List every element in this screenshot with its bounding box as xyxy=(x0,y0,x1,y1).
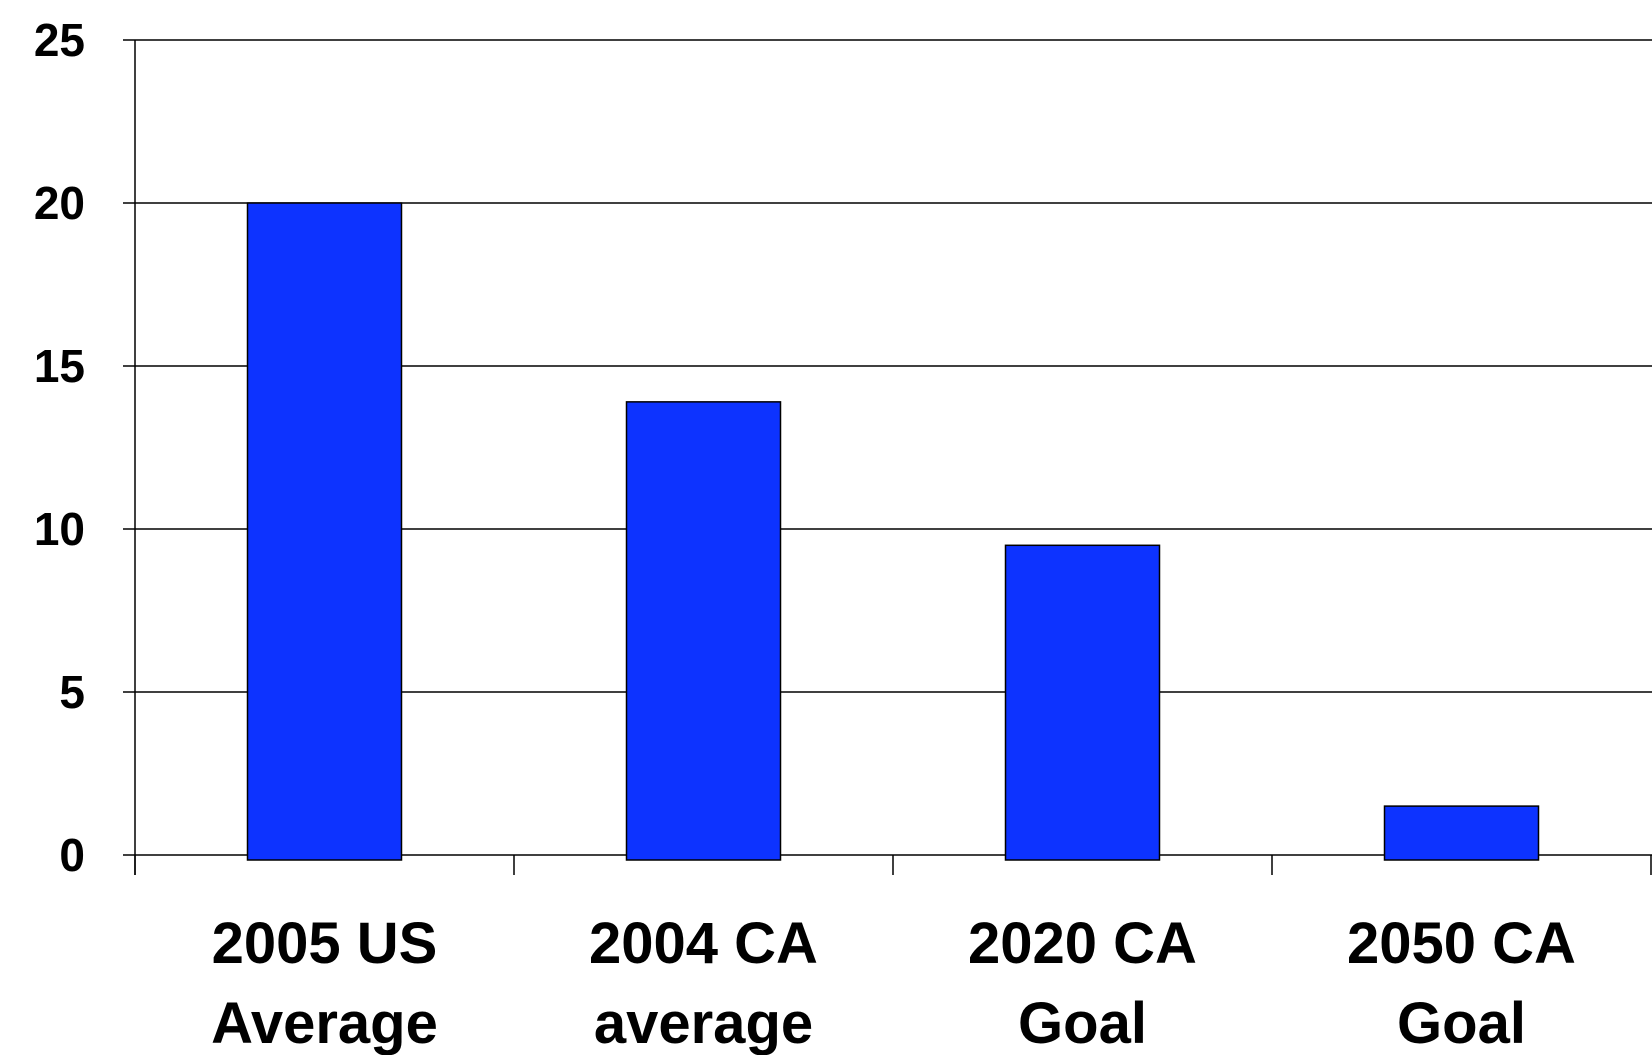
y-tick-label: 0 xyxy=(59,829,85,881)
y-tick-label: 10 xyxy=(34,503,85,555)
bar xyxy=(625,401,782,861)
x-category-label-line: 2020 CA xyxy=(968,911,1197,976)
bar xyxy=(1004,544,1161,861)
y-tick-label: 25 xyxy=(34,14,85,66)
axes xyxy=(134,40,1652,875)
x-category-label-line: Goal xyxy=(1018,991,1147,1055)
x-category-label-line: Goal xyxy=(1397,991,1526,1055)
y-tick-label: 15 xyxy=(34,340,85,392)
x-category-label: 2004 CA average xyxy=(589,911,818,1055)
x-category-label-line: average xyxy=(594,991,813,1055)
x-category-label-line: 2050 CA xyxy=(1347,911,1576,976)
y-tick-label: 5 xyxy=(59,666,85,718)
x-category-label: 2020 CA Goal xyxy=(968,911,1197,1055)
x-category-label-line: 2005 US xyxy=(212,911,438,976)
bar xyxy=(1383,805,1540,861)
y-tick-labels: 0 5 10 15 20 25 xyxy=(34,14,85,881)
x-category-label-line: 2004 CA xyxy=(589,911,818,976)
y-tick-label: 20 xyxy=(34,177,85,229)
x-category-label: 2005 US Average xyxy=(211,911,438,1055)
x-category-label: 2050 CA Goal xyxy=(1347,911,1576,1055)
bars xyxy=(246,202,1540,861)
bar xyxy=(246,202,403,861)
x-category-label-line: Average xyxy=(211,991,438,1055)
